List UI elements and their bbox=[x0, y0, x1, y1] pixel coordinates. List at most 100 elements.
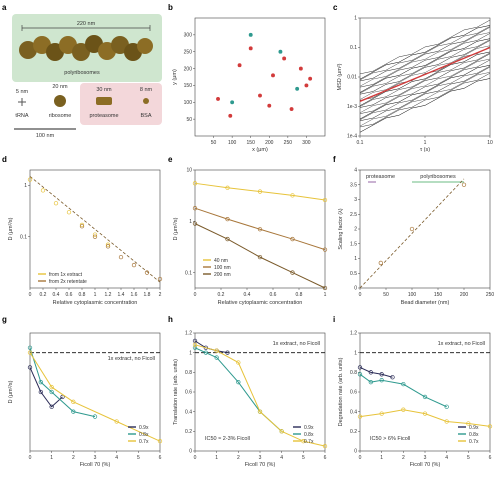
panel-f-ytick-label-1: 0.5 bbox=[350, 271, 357, 277]
panel-d-series-1-point-4 bbox=[131, 262, 137, 268]
panel-b-series-0-point-2 bbox=[298, 66, 303, 71]
panel-f-xtick-label-0: 0 bbox=[359, 292, 362, 298]
panel-b-series-0-point-4 bbox=[289, 107, 294, 111]
panel-d-xtick-label-0: 0 bbox=[29, 292, 32, 298]
panel-d-series-1-point-5 bbox=[144, 270, 150, 275]
panel-g-xtick-label-3: 3 bbox=[94, 455, 97, 461]
ribosome-label: ribosome bbox=[49, 113, 72, 119]
panel-c-msd-trace-9 bbox=[359, 52, 491, 107]
panel-c-ytick-label-3: 0.1 bbox=[350, 45, 357, 51]
panel-b-ytick-label-4: 250 bbox=[184, 49, 193, 55]
panel-i-ytick-label-6: 1.2 bbox=[350, 331, 357, 337]
panel-d-xlabel: Relative cytoplasmic concentration bbox=[53, 300, 138, 306]
panel-b-ytick-label-0: 50 bbox=[186, 117, 192, 123]
panel-i-series-0-point-3 bbox=[390, 375, 395, 380]
panel-letter-b: b bbox=[168, 3, 173, 12]
panel-g-legend-label-0: 0.9x bbox=[139, 425, 149, 431]
panel-c-msd-trace-2 bbox=[359, 72, 491, 127]
panel-g-legend-label-1: 0.8x bbox=[139, 432, 149, 438]
panel-i-series-1-point-4 bbox=[422, 394, 428, 400]
panel-b-xtick-label-5: 300 bbox=[302, 140, 311, 146]
proteasome-label: proteasome bbox=[89, 113, 118, 119]
scale-bar-label: 100 nm bbox=[36, 133, 55, 139]
panel-d-xtick-label-9: 1.8 bbox=[144, 292, 151, 298]
panel-d-series-1-point-0 bbox=[79, 224, 85, 229]
panel-c-msd-trace-1 bbox=[359, 72, 491, 128]
panel-g-series-0-point-3 bbox=[60, 394, 65, 400]
panel-e-xtick-label-0: 0 bbox=[194, 292, 197, 298]
panel-g-series-2-point-0 bbox=[27, 350, 33, 355]
panel-d-ytick-label-0: 0.1 bbox=[20, 234, 27, 240]
panel-g-series-1-point-1 bbox=[38, 380, 43, 385]
panel-g-xtick-label-5: 5 bbox=[137, 455, 140, 461]
panel-d-series-0-point-1 bbox=[40, 188, 46, 193]
panel-g-series-0-point-2 bbox=[49, 404, 54, 409]
panel-c-msd-trace-4 bbox=[359, 65, 491, 121]
panel-b-xtick-label-1: 100 bbox=[228, 140, 237, 146]
panel-d-frame bbox=[29, 169, 161, 289]
panel-b-series-0-point-6 bbox=[237, 63, 242, 68]
panel-f-polyribosome-label: polyribosomes bbox=[420, 174, 456, 180]
panel-g-series-0-point-1 bbox=[38, 389, 43, 395]
panel-f-xtick-label-1: 50 bbox=[383, 292, 389, 298]
panel-b-series-0-point-0 bbox=[216, 96, 220, 101]
panel-b-ytick-label-5: 300 bbox=[184, 33, 193, 39]
bsa-shape bbox=[143, 98, 149, 104]
panel-g-series-0-line bbox=[29, 367, 63, 408]
panel-i-series-1-point-2 bbox=[379, 378, 384, 383]
panel-e-xlabel: Relative cytoplasmic concentration bbox=[218, 300, 303, 306]
panel-g-xtick-label-0: 0 bbox=[29, 455, 32, 461]
panel-b-series-0-point-3 bbox=[304, 83, 309, 88]
panel-h-series-2-point-5 bbox=[301, 439, 306, 444]
panel-i-series-0-line bbox=[359, 366, 393, 378]
panel-e-xtick-label-5: 1 bbox=[324, 292, 327, 298]
panel-b-frame bbox=[194, 17, 326, 137]
panel-b-series-1-point-1 bbox=[295, 86, 300, 91]
panel-f-ytick-label-3: 1.5 bbox=[350, 241, 357, 247]
panel-e-legend-label-1: 100 nm bbox=[214, 265, 231, 271]
panel-i-xtick-label-3: 3 bbox=[424, 455, 427, 461]
panel-e-series-2-point-4 bbox=[322, 285, 328, 291]
panel-d-xtick-label-3: 0.6 bbox=[66, 292, 73, 298]
panel-b-series-0-point-9 bbox=[308, 76, 313, 81]
panel-f-ytick-label-4: 2 bbox=[354, 227, 357, 233]
panel-i-ytick-label-5: 1 bbox=[354, 350, 357, 356]
panel-letter-g: g bbox=[2, 315, 7, 324]
panel-b-series-0-point-8 bbox=[282, 56, 287, 61]
panel-i-xtick-label-1: 1 bbox=[380, 455, 383, 461]
panel-h-xtick-label-6: 6 bbox=[324, 455, 327, 461]
panel-c-msd-trace-21 bbox=[359, 19, 491, 75]
panel-d-series-1-point-6 bbox=[157, 276, 163, 282]
panel-i-series-1-point-3 bbox=[401, 381, 406, 387]
panel-e-series-0-line bbox=[194, 182, 326, 201]
panel-i-series-2-line bbox=[359, 409, 491, 427]
panel-h-xtick-label-3: 3 bbox=[259, 455, 262, 461]
panel-g-note: 1x extract, no Ficoll bbox=[108, 356, 155, 362]
panel-d-xtick-label-2: 0.4 bbox=[53, 292, 60, 298]
panel-g-xtick-label-1: 1 bbox=[50, 455, 53, 461]
panel-f-ytick-label-7: 3.5 bbox=[350, 182, 357, 188]
panel-letter-d: d bbox=[2, 155, 7, 164]
panel-h-series-0-point-3 bbox=[225, 350, 230, 355]
panel-c-ytick-label-4: 1 bbox=[354, 16, 357, 22]
panel-h-series-2-line bbox=[194, 344, 326, 447]
polysome-scale-label: 220 nm bbox=[77, 21, 96, 27]
panel-f-xtick-label-4: 200 bbox=[460, 292, 469, 298]
panel-e-ylabel: D (μm²/s) bbox=[173, 217, 179, 240]
panel-e-series-1-line bbox=[194, 207, 326, 251]
panel-c-xlabel: τ (s) bbox=[420, 147, 430, 153]
panel-e-series-1-point-1 bbox=[225, 217, 230, 222]
panel-e-series-2-point-2 bbox=[257, 254, 263, 260]
panel-i-series-2-point-0 bbox=[357, 414, 363, 419]
panel-a-illustration: 220 nm polyribosomes 5 nm 20 nm 30 nm 8 … bbox=[12, 14, 162, 139]
panel-f-series-0-point-2 bbox=[461, 182, 467, 187]
panel-b-xtick-label-4: 250 bbox=[284, 140, 293, 146]
panel-b-xtick-label-0: 50 bbox=[211, 140, 217, 146]
panel-h-ytick-label-3: 0.6 bbox=[185, 390, 192, 396]
panel-b-ytick-label-1: 100 bbox=[184, 100, 193, 106]
panel-e-frame bbox=[194, 169, 326, 289]
panel-d-legend-label-1: from 2x retentate bbox=[49, 279, 87, 285]
panel-i-ylabel: Degradation rate (arb. units) bbox=[338, 357, 344, 426]
panel-letter-e: e bbox=[168, 155, 173, 164]
trna-size: 5 nm bbox=[16, 89, 29, 95]
